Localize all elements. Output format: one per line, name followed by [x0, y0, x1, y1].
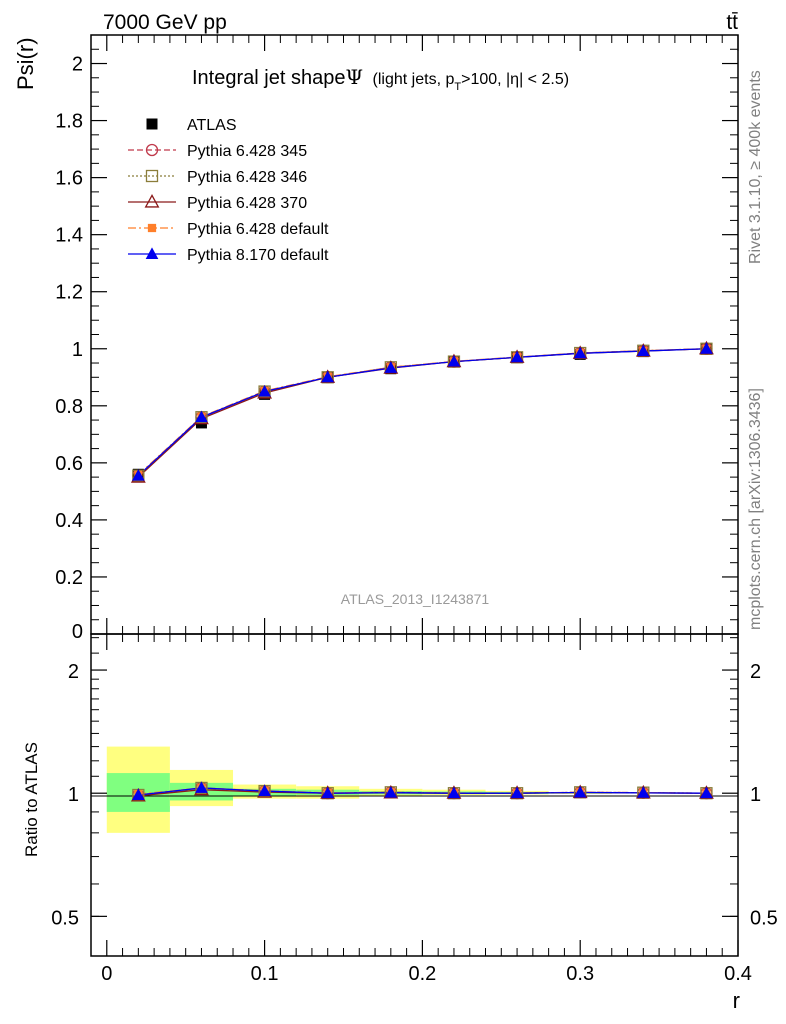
chart-title: Integral jet shapeΨ (light jets, pT>100,…	[192, 65, 569, 93]
main-data-point	[384, 361, 398, 373]
rivet-version-label: Rivet 3.1.10, ≥ 400k events	[747, 70, 764, 264]
legend-entry: Pythia 6.428 346	[128, 169, 307, 186]
ratio-data-point	[132, 788, 145, 800]
legend-marker-swatch	[145, 247, 159, 259]
ratio-y-tick-label-right: 2	[750, 661, 761, 683]
legend-marker-swatch	[147, 223, 157, 233]
main-y-tick-label: 0.8	[55, 396, 83, 418]
main-data-point	[510, 350, 524, 363]
ratio-data-point	[447, 786, 461, 799]
main-data-point	[447, 354, 461, 367]
legend-label: Pythia 6.428 345	[187, 143, 307, 160]
x-tick-label: 0.2	[408, 963, 436, 985]
main-series-lines	[137, 348, 707, 478]
main-data-point	[573, 346, 587, 359]
legend-entry: Pythia 8.170 default	[128, 247, 329, 264]
chart-title-main: Integral jet shape	[192, 67, 345, 89]
chart-title-cut: (light jets, p	[373, 71, 455, 88]
main-data-point	[636, 344, 650, 356]
ratio-series-markers	[130, 781, 714, 802]
main-y-axis-label: Psi(r)	[13, 37, 38, 90]
ratio-data-point	[195, 781, 208, 793]
ratio-data-point	[321, 786, 335, 799]
x-tick-label: 0	[101, 963, 112, 985]
legend-entry: ATLAS	[146, 117, 237, 134]
x-tick-label: 0.3	[566, 963, 594, 985]
main-y-tick-label: 1.6	[55, 168, 83, 190]
mcplots-label: mcplots.cern.ch [arXiv:1306.3436]	[747, 388, 764, 630]
ratio-y-tick-label: 0.5	[51, 907, 79, 929]
main-series-markers	[130, 340, 714, 483]
legend-entry: Pythia 6.428 default	[128, 221, 329, 238]
ratio-series-line	[138, 787, 707, 796]
main-series-line	[137, 348, 707, 477]
chart-title-cut-rest: >100, |η| < 2.5)	[461, 71, 569, 88]
ratio-y-tick-label: 2	[68, 661, 79, 683]
ratio-data-point	[510, 786, 524, 799]
main-data-point	[132, 469, 145, 481]
legend-marker-swatch	[144, 194, 160, 208]
ratio-y-axis-label: Ratio to ATLAS	[22, 742, 41, 857]
ratio-data-point	[384, 786, 398, 798]
main-y-tick-label: 1.2	[55, 282, 83, 304]
legend-label: ATLAS	[187, 117, 237, 134]
chart-title-symbol: Ψ	[345, 65, 363, 89]
legend-marker-swatch	[145, 143, 159, 157]
ratio-data-point	[700, 786, 713, 799]
ratio-panel: 0.5 0.5 1 1 2 2 0 0.1 0.2 0.3 0.4 Ratio to ATLAS r	[22, 633, 778, 1013]
main-y-tick-label: 1.8	[55, 111, 83, 133]
ratio-y-tick-label: 1	[68, 784, 79, 806]
legend-label: Pythia 8.170 default	[187, 247, 329, 264]
x-tick-label: 0.4	[724, 963, 752, 985]
x-axis-label: r	[733, 988, 740, 1013]
ratio-series-lines	[138, 787, 707, 797]
process-label: tt̄	[726, 11, 738, 34]
ratio-frame	[90, 633, 739, 957]
ratio-y-tick-label-right: 1	[750, 784, 761, 806]
legend-entry: Pythia 6.428 345	[128, 143, 307, 160]
main-series-line	[137, 348, 707, 477]
main-y-tick-label: 0.2	[55, 567, 83, 589]
ratio-data-point	[636, 786, 650, 798]
x-tick-label: 0.1	[251, 963, 279, 985]
main-y-tick-label: 2	[72, 54, 83, 76]
main-series-line	[137, 348, 707, 476]
main-panel: 0.2 0.4 0.6 0.8 1 1.2 1.4 1.6 1.8 2 0 Psi(r) Integ…	[13, 34, 739, 643]
legend-marker-swatch	[145, 169, 159, 183]
main-y-tick-label: 0.4	[55, 510, 83, 532]
legend-label: Pythia 6.428 346	[187, 169, 307, 186]
main-data-point	[700, 342, 713, 354]
main-y-tick-label: 1.4	[55, 225, 83, 247]
main-axes: 0.2 0.4 0.6 0.8 1 1.2 1.4 1.6 1.8 2 0	[55, 35, 739, 643]
ratio-y-tick-label-right: 0.5	[750, 907, 778, 929]
legend: ATLAS Pythia 6.428 345 Pythia 6.428 346 Pyt…	[128, 117, 329, 264]
main-y-tick-label: 1	[72, 339, 83, 361]
main-data-point	[195, 410, 208, 423]
chart-title-cut-sub: T	[454, 81, 461, 93]
legend-marker-swatch	[146, 118, 158, 130]
legend-label: Pythia 6.428 370	[187, 195, 307, 212]
main-data-point	[258, 384, 271, 397]
main-series-line	[137, 348, 707, 478]
legend-entry: Pythia 6.428 370	[128, 194, 307, 212]
analysis-watermark: ATLAS_2013_I1243871	[341, 591, 490, 607]
legend-label: Pythia 6.428 default	[187, 221, 329, 238]
ratio-axes: 0.5 0.5 1 1 2 2 0 0.1 0.2 0.3 0.4	[51, 634, 778, 985]
main-y-tick-label-zero: 0	[72, 621, 83, 643]
main-data-point	[321, 370, 335, 383]
ratio-data-point	[573, 785, 587, 798]
main-series-line	[137, 348, 707, 477]
ratio-data-point	[258, 784, 271, 797]
main-y-tick-label: 0.6	[55, 453, 83, 475]
energy-label: 7000 GeV pp	[103, 11, 227, 34]
